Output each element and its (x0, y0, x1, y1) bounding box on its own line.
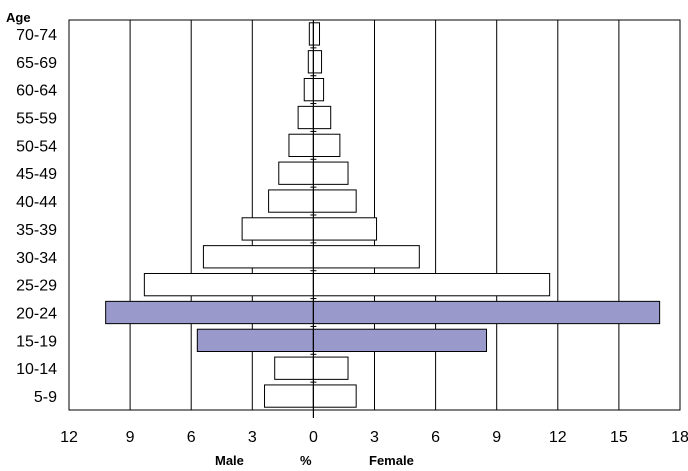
x-tick-label: 0 (309, 429, 318, 446)
x-tick-label: 6 (187, 429, 196, 446)
bar-male-65-69 (307, 50, 314, 74)
category-label: 15-19 (16, 333, 57, 350)
bar-female-55-59 (312, 105, 332, 130)
male-label: Male (215, 453, 244, 466)
category-label: 70-74 (16, 27, 57, 44)
bar-female-5-9 (312, 384, 357, 408)
x-tick-label: 3 (370, 429, 379, 446)
y-axis-title: Age (6, 10, 31, 25)
category-label: 25-29 (16, 278, 57, 295)
bar-female-20-24 (312, 300, 661, 325)
x-axis-title: % (300, 453, 312, 466)
bar-female-70-74 (312, 22, 321, 46)
x-tick-label: 12 (549, 429, 567, 446)
bar-male-30-34 (202, 245, 314, 269)
bar-male-50-54 (288, 133, 314, 157)
bar-female-35-39 (312, 217, 378, 241)
bar-male-40-44 (268, 189, 314, 213)
bar-male-35-39 (241, 217, 314, 241)
bar-male-60-64 (303, 78, 314, 102)
bar-female-45-49 (312, 161, 349, 185)
category-label: 65-69 (16, 55, 57, 72)
x-tick-label: 9 (492, 429, 501, 446)
bar-female-40-44 (312, 189, 357, 213)
female-label: Female (369, 453, 414, 466)
x-tick-label: 3 (248, 429, 257, 446)
bar-female-30-34 (312, 245, 420, 269)
label-layer: Age Male % Female (6, 10, 414, 468)
x-tick-label: 12 (60, 429, 78, 446)
bar-female-65-69 (312, 50, 323, 74)
category-label: 10-14 (16, 361, 57, 378)
bar-male-45-49 (278, 161, 314, 185)
category-label: 35-39 (16, 222, 57, 239)
bar-female-15-19 (312, 328, 488, 353)
category-label: 60-64 (16, 83, 57, 100)
category-label: 45-49 (16, 166, 57, 183)
category-label: 20-24 (16, 306, 57, 323)
bar-male-15-19 (196, 328, 314, 353)
bar-male-5-9 (264, 384, 314, 408)
bar-female-10-14 (312, 356, 349, 380)
x-tick-label: 9 (126, 429, 135, 446)
x-tick-label: 6 (431, 429, 440, 446)
bar-male-25-29 (143, 273, 314, 297)
bar-female-25-29 (312, 273, 551, 297)
category-label: 5-9 (34, 389, 57, 406)
bar-male-10-14 (274, 356, 314, 380)
x-tick-label: 15 (610, 429, 628, 446)
bar-female-50-54 (312, 133, 341, 157)
bar-layer (105, 22, 661, 408)
x-tick-label: 18 (671, 429, 688, 446)
bar-female-60-64 (312, 78, 325, 102)
category-label: 55-59 (16, 111, 57, 128)
bar-male-20-24 (105, 300, 314, 325)
category-label: 30-34 (16, 250, 57, 267)
axis-layer: 12 9 6 3 0 3 6 9 12 15 18 5-9 10-14 15-19 20-24 25-29 30… (16, 19, 688, 446)
bar-male-55-59 (297, 105, 314, 130)
bar-male-70-74 (308, 22, 314, 46)
category-label: 40-44 (16, 194, 57, 211)
category-label: 50-54 (16, 138, 57, 155)
